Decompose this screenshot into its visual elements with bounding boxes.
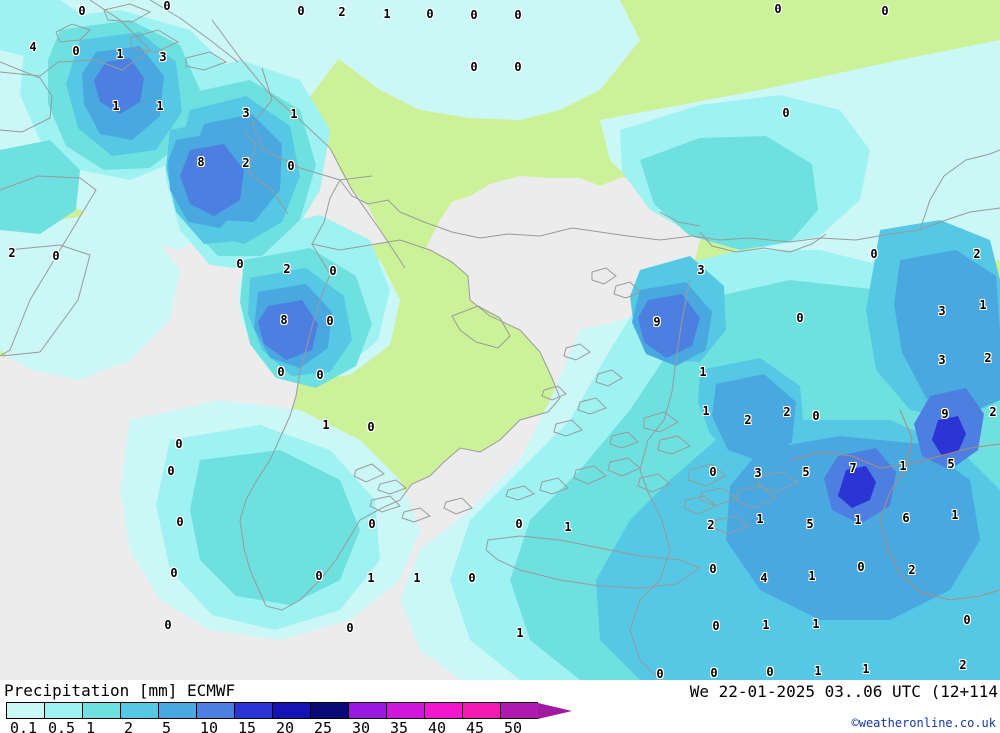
color-swatch[interactable] xyxy=(348,702,386,719)
color-swatch[interactable] xyxy=(196,702,234,719)
scale-tick-label: 10 xyxy=(200,719,219,733)
scale-tick-label: 1 xyxy=(86,719,96,733)
color-swatch[interactable] xyxy=(424,702,462,719)
scale-tick-label: 25 xyxy=(314,719,333,733)
map-canvas: .p01{fill:#ccf7f7} .p05{fill:#9ff2f2} .p… xyxy=(0,0,1000,680)
coastline-layer xyxy=(0,0,1000,680)
color-scale-ticks: 0.1 0.5 1 2 5 10 15 20 25 30 35 40 45 50 xyxy=(0,719,560,733)
color-swatch[interactable] xyxy=(158,702,196,719)
scale-tick-label: 45 xyxy=(466,719,485,733)
color-swatch[interactable] xyxy=(6,702,44,719)
color-swatch[interactable] xyxy=(44,702,82,719)
forecast-timestamp: We 22-01-2025 03..06 UTC (12+114 xyxy=(689,682,998,701)
color-swatch[interactable] xyxy=(462,702,500,719)
scale-tick-label: 0.5 xyxy=(48,719,76,733)
scale-tick-label: 0.1 xyxy=(10,719,38,733)
scale-tick-label: 50 xyxy=(504,719,523,733)
copyright-credit: ©weatheronline.co.uk xyxy=(851,716,997,730)
color-swatch[interactable] xyxy=(120,702,158,719)
scale-tick-label: 20 xyxy=(276,719,295,733)
color-swatch[interactable] xyxy=(234,702,272,719)
color-scale-bar[interactable] xyxy=(6,702,572,719)
color-swatch[interactable] xyxy=(500,702,538,719)
legend-title: Precipitation [mm] ECMWF xyxy=(4,681,236,700)
precipitation-map[interactable]: .p01{fill:#ccf7f7} .p05{fill:#9ff2f2} .p… xyxy=(0,0,1000,680)
scale-tick-label: 35 xyxy=(390,719,409,733)
scale-tick-label: 15 xyxy=(238,719,257,733)
color-swatch[interactable] xyxy=(82,702,120,719)
scale-tick-label: 5 xyxy=(162,719,172,733)
scale-tick-label: 30 xyxy=(352,719,371,733)
legend-panel: Precipitation [mm] ECMWF We 22-01-2025 0… xyxy=(0,680,1000,733)
overflow-arrow-icon xyxy=(538,702,572,719)
precip-layer-15 xyxy=(838,416,966,508)
color-swatch[interactable] xyxy=(386,702,424,719)
scale-tick-label: 2 xyxy=(124,719,134,733)
color-swatch[interactable] xyxy=(272,702,310,719)
color-swatch[interactable] xyxy=(310,702,348,719)
scale-tick-label: 40 xyxy=(428,719,447,733)
